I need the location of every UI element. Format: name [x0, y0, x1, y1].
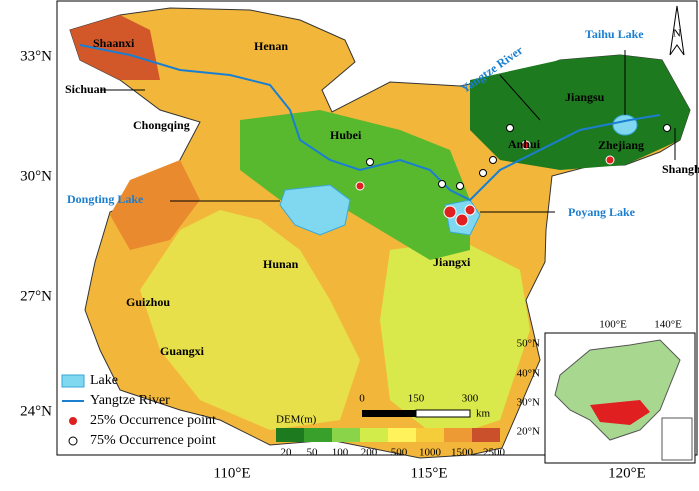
north-arrow-shape — [669, 5, 685, 56]
lat-label: 27°N — [20, 288, 52, 304]
colorbar-tick: 2500 — [483, 447, 506, 459]
inset-map: 50°N 40°N 30°N 20°N 100°E 140°E — [517, 319, 696, 464]
colorbar-swatch — [444, 428, 472, 442]
inset-lat-label: 30°N — [517, 397, 540, 409]
inset-lat-label: 20°N — [517, 426, 540, 438]
scale-segment — [415, 409, 471, 418]
dem-high — [70, 15, 160, 80]
leader-arrows — [100, 50, 676, 213]
inset-south-sea — [661, 417, 693, 461]
province-label: Sichuan — [65, 82, 107, 96]
legend-label: Lake — [90, 373, 118, 388]
point-75 — [366, 158, 374, 166]
point-75 — [438, 180, 446, 188]
point-75 — [506, 124, 514, 132]
colorbar-tick: 20 — [281, 447, 293, 459]
basin — [69, 7, 691, 459]
dem-low — [380, 240, 530, 440]
colorbar-swatch — [416, 428, 444, 442]
scale-tick: 300 — [462, 393, 479, 405]
legend-label: Yangtze River — [90, 393, 170, 408]
point-75 — [479, 169, 487, 177]
lat-label: 30°N — [20, 168, 52, 184]
province-label: Anhui — [508, 137, 541, 151]
point-75 — [489, 156, 497, 164]
dem-low — [140, 210, 360, 430]
province-label: Guizhou — [126, 295, 170, 309]
colorbar-swatch — [388, 428, 416, 442]
north-label: N — [673, 28, 681, 40]
arrow — [499, 74, 541, 121]
water-label: Poyang Lake — [568, 205, 636, 219]
colorbar-swatch — [332, 428, 360, 442]
colorbar-swatch — [472, 428, 500, 442]
point-25 — [605, 155, 615, 165]
legend-point-25 — [69, 417, 77, 425]
province-label: Jiangxi — [433, 255, 471, 269]
colorbar-swatch — [360, 428, 388, 442]
point-75 — [456, 182, 464, 190]
province-label: Chongqing — [133, 118, 190, 132]
point-75 — [663, 124, 671, 132]
scale-segment — [362, 410, 416, 417]
lon-label: 115°E — [410, 465, 447, 481]
dem-colorbar: DEM(m) 20 50 100 200 500 1000 1500 2500 — [276, 414, 506, 459]
water-label: Dongting Lake — [67, 192, 144, 206]
lon-label: 120°E — [608, 465, 646, 481]
colorbar-title: DEM(m) — [276, 414, 317, 426]
inset-lon-label: 140°E — [654, 319, 682, 331]
legend-label: 75% Occurrence point — [90, 433, 216, 448]
province-label: Henan — [254, 39, 288, 53]
yangtze-river — [79, 44, 661, 202]
legend-lake-swatch — [61, 374, 85, 388]
province-label: Zhejiang — [598, 138, 644, 152]
lon-label: 110°E — [213, 465, 250, 481]
legend-point-75 — [68, 436, 78, 446]
inset-lat-label: 40°N — [517, 368, 540, 380]
occurrence-points — [355, 124, 671, 227]
point-25 — [443, 205, 457, 219]
point-25 — [521, 140, 531, 150]
point-25 — [355, 181, 365, 191]
colorbar-tick: 1000 — [419, 447, 442, 459]
scale-bar: 0 150 300 km — [359, 393, 490, 420]
scale-unit: km — [476, 408, 491, 420]
province-label: Shanghai — [662, 162, 699, 176]
province-label: Guangxi — [160, 344, 205, 358]
colorbar-swatch — [304, 428, 332, 442]
inset-lat-label: 50°N — [517, 338, 540, 350]
dem-high — [110, 160, 200, 250]
dongting-lake — [279, 184, 351, 236]
province-label: Jiangsu — [565, 90, 605, 104]
north-arrow: N — [669, 5, 685, 56]
colorbar-tick: 200 — [361, 447, 378, 459]
inset-china — [554, 339, 681, 441]
colorbar-swatch — [276, 428, 304, 442]
colorbar-tick: 50 — [307, 447, 319, 459]
province-label: Shaanxi — [93, 36, 135, 50]
lat-label: 24°N — [20, 403, 52, 419]
legend: Lake Yangtze River 25% Occurrence point … — [61, 373, 216, 448]
province-label: Hunan — [263, 257, 299, 271]
dem-plain — [240, 110, 470, 260]
point-25 — [455, 213, 469, 227]
legend-label: 25% Occurrence point — [90, 413, 216, 428]
lat-label: 33°N — [20, 48, 52, 64]
province-label: Hubei — [330, 128, 362, 142]
point-25 — [464, 204, 476, 216]
inset-basin — [590, 400, 650, 425]
inset-lon-label: 100°E — [599, 319, 627, 331]
taihu-lake — [612, 114, 638, 136]
colorbar-tick: 100 — [332, 447, 349, 459]
water-label: Taihu Lake — [585, 27, 644, 41]
scale-tick: 150 — [408, 393, 425, 405]
colorbar-tick: 500 — [391, 447, 408, 459]
colorbar-tick: 1500 — [451, 447, 474, 459]
scale-tick: 0 — [359, 393, 365, 405]
